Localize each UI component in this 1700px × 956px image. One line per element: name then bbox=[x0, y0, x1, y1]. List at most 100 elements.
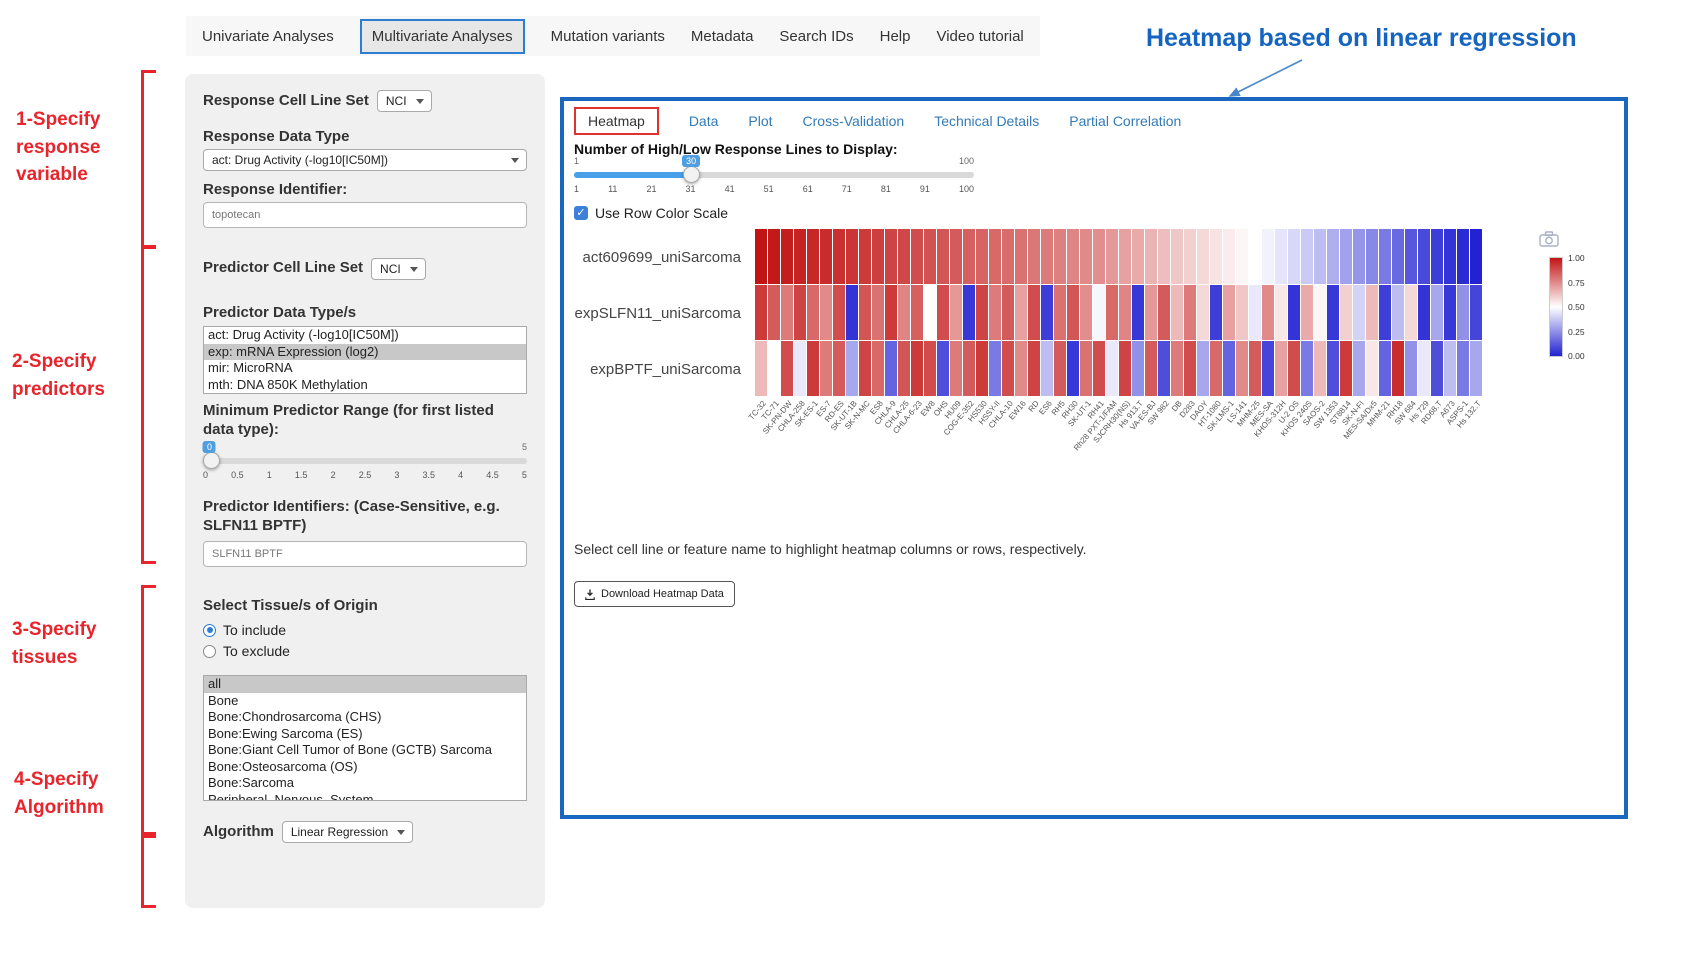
heatmap-cell[interactable] bbox=[820, 229, 832, 284]
heatmap-cell[interactable] bbox=[1119, 285, 1131, 340]
tissue-radio-to-exclude[interactable]: To exclude bbox=[203, 643, 527, 659]
heatmap-cell[interactable] bbox=[807, 341, 819, 396]
heatmap-cell[interactable] bbox=[1080, 341, 1092, 396]
heatmap-cell[interactable] bbox=[1262, 229, 1274, 284]
heatmap-cell[interactable] bbox=[781, 341, 793, 396]
tissue-radio-to-include[interactable]: To include bbox=[203, 622, 527, 638]
nav-tab-search-ids[interactable]: Search IDs bbox=[779, 28, 853, 45]
heatmap-row-label-expbptf-unisarcoma[interactable]: expBPTF_uniSarcoma bbox=[564, 341, 749, 397]
heatmap-cell[interactable] bbox=[846, 285, 858, 340]
heatmap-cell[interactable] bbox=[833, 341, 845, 396]
heatmap-cell[interactable] bbox=[1041, 341, 1053, 396]
heatmap-cell[interactable] bbox=[1054, 285, 1066, 340]
heatmap-cell[interactable] bbox=[911, 229, 923, 284]
heatmap-cell[interactable] bbox=[1223, 341, 1235, 396]
heatmap-cell[interactable] bbox=[1145, 341, 1157, 396]
response-identifier-input[interactable]: topotecan bbox=[203, 202, 527, 228]
heatmap-cell[interactable] bbox=[1236, 285, 1248, 340]
nav-tab-multivariate-analyses[interactable]: Multivariate Analyses bbox=[360, 19, 525, 54]
tissue-option-bone-giant-cell-tumor-of-bone-gctb-sarcoma[interactable]: Bone:Giant Cell Tumor of Bone (GCTB) Sar… bbox=[204, 742, 526, 759]
heatmap-cell[interactable] bbox=[963, 229, 975, 284]
heatmap-cell[interactable] bbox=[1080, 229, 1092, 284]
heatmap-cell[interactable] bbox=[1366, 341, 1378, 396]
heatmap-cell[interactable] bbox=[859, 341, 871, 396]
heatmap-cell[interactable] bbox=[1067, 285, 1079, 340]
heatmap-cell[interactable] bbox=[833, 285, 845, 340]
heatmap-cell[interactable] bbox=[1366, 285, 1378, 340]
heatmap-cell[interactable] bbox=[1015, 341, 1027, 396]
heatmap-cell[interactable] bbox=[1002, 341, 1014, 396]
heatmap-cell[interactable] bbox=[1431, 285, 1443, 340]
heatmap-cell[interactable] bbox=[1340, 285, 1352, 340]
heatmap-cell[interactable] bbox=[1327, 341, 1339, 396]
heatmap-cell[interactable] bbox=[1197, 229, 1209, 284]
panel-tab-data[interactable]: Data bbox=[689, 113, 719, 129]
heatmap-cell[interactable] bbox=[872, 341, 884, 396]
heatmap-cell[interactable] bbox=[911, 285, 923, 340]
heatmap-cell[interactable] bbox=[1340, 341, 1352, 396]
heatmap-cell[interactable] bbox=[976, 285, 988, 340]
heatmap-cell[interactable] bbox=[898, 229, 910, 284]
heatmap-cell[interactable] bbox=[1184, 341, 1196, 396]
heatmap-cell[interactable] bbox=[1184, 285, 1196, 340]
heatmap-cell[interactable] bbox=[1015, 285, 1027, 340]
heatmap-cell[interactable] bbox=[924, 341, 936, 396]
heatmap-cell[interactable] bbox=[1028, 229, 1040, 284]
heatmap-cell[interactable] bbox=[1353, 285, 1365, 340]
heatmap-cell[interactable] bbox=[1054, 229, 1066, 284]
predictor-type-option-mth-dna-850k-methylation[interactable]: mth: DNA 850K Methylation bbox=[204, 377, 526, 394]
heatmap-cell[interactable] bbox=[1015, 229, 1027, 284]
heatmap-cell[interactable] bbox=[1314, 229, 1326, 284]
algorithm-select[interactable]: Linear Regression bbox=[282, 821, 413, 843]
heatmap-cell[interactable] bbox=[924, 285, 936, 340]
tissue-option-bone-ewing-sarcoma-es[interactable]: Bone:Ewing Sarcoma (ES) bbox=[204, 726, 526, 743]
predictor-type-option-mir-microrna[interactable]: mir: MicroRNA bbox=[204, 360, 526, 377]
heatmap-cell[interactable] bbox=[1418, 229, 1430, 284]
predictor-cell-line-set-select[interactable]: NCI bbox=[371, 258, 426, 280]
heatmap-cell[interactable] bbox=[755, 341, 767, 396]
heatmap-row-label-act609699-unisarcoma[interactable]: act609699_uniSarcoma bbox=[564, 229, 749, 285]
heatmap-cell[interactable] bbox=[1106, 285, 1118, 340]
heatmap-cell[interactable] bbox=[820, 285, 832, 340]
heatmap-cell[interactable] bbox=[1210, 285, 1222, 340]
heatmap-cell[interactable] bbox=[1457, 341, 1469, 396]
heatmap-cell[interactable] bbox=[1197, 285, 1209, 340]
panel-tab-plot[interactable]: Plot bbox=[748, 113, 772, 129]
heatmap-cell[interactable] bbox=[1028, 285, 1040, 340]
nav-tab-video-tutorial[interactable]: Video tutorial bbox=[936, 28, 1023, 45]
heatmap-cell[interactable] bbox=[1379, 341, 1391, 396]
predictor-identifiers-input[interactable]: SLFN11 BPTF bbox=[203, 541, 527, 567]
heatmap-cell[interactable] bbox=[1379, 285, 1391, 340]
heatmap-cell[interactable] bbox=[807, 229, 819, 284]
heatmap-cell[interactable] bbox=[976, 341, 988, 396]
heatmap-cell[interactable] bbox=[1184, 229, 1196, 284]
heatmap-cell[interactable] bbox=[1145, 285, 1157, 340]
heatmap-cell[interactable] bbox=[1236, 341, 1248, 396]
heatmap-cell[interactable] bbox=[1392, 341, 1404, 396]
heatmap-cell[interactable] bbox=[781, 229, 793, 284]
heatmap-cell[interactable] bbox=[755, 229, 767, 284]
nav-tab-help[interactable]: Help bbox=[880, 28, 911, 45]
heatmap-cell[interactable] bbox=[1002, 229, 1014, 284]
heatmap-cell[interactable] bbox=[976, 229, 988, 284]
nav-tab-mutation-variants[interactable]: Mutation variants bbox=[551, 28, 665, 45]
heatmap-cell[interactable] bbox=[1119, 229, 1131, 284]
heatmap-cell[interactable] bbox=[1470, 285, 1482, 340]
heatmap-cell[interactable] bbox=[1444, 229, 1456, 284]
response-data-type-select[interactable]: act: Drug Activity (-log10[IC50M]) bbox=[203, 149, 527, 171]
heatmap-cell[interactable] bbox=[1470, 341, 1482, 396]
heatmap-cell[interactable] bbox=[1444, 341, 1456, 396]
panel-tab-heatmap[interactable]: Heatmap bbox=[574, 107, 659, 135]
heatmap-cell[interactable] bbox=[885, 229, 897, 284]
heatmap-cell[interactable] bbox=[1223, 229, 1235, 284]
heatmap-cell[interactable] bbox=[1106, 341, 1118, 396]
heatmap-cell[interactable] bbox=[1171, 285, 1183, 340]
heatmap-cell[interactable] bbox=[807, 285, 819, 340]
heatmap-cell[interactable] bbox=[937, 285, 949, 340]
heatmap-cell[interactable] bbox=[1171, 229, 1183, 284]
heatmap-cell[interactable] bbox=[1132, 229, 1144, 284]
heatmap-row-label-expslfn11-unisarcoma[interactable]: expSLFN11_uniSarcoma bbox=[564, 285, 749, 341]
heatmap-cell[interactable] bbox=[1171, 341, 1183, 396]
heatmap-cell[interactable] bbox=[1158, 229, 1170, 284]
heatmap-cell[interactable] bbox=[950, 341, 962, 396]
